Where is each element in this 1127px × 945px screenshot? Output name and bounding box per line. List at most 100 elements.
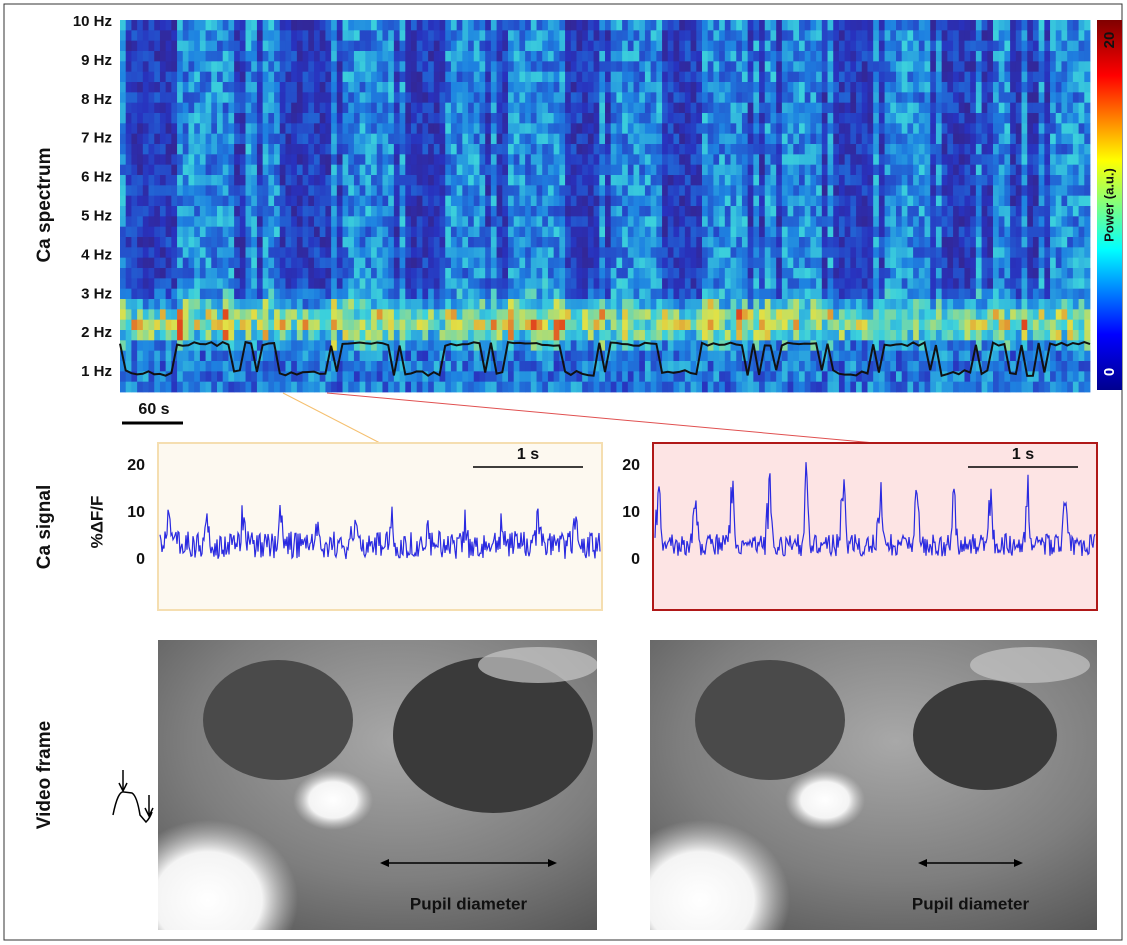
spectrogram-cell	[251, 61, 257, 72]
spectrogram-cell	[799, 41, 805, 52]
spectrogram-cell	[873, 371, 879, 382]
spectrogram-cell	[902, 72, 908, 83]
spectrogram-cell	[531, 72, 537, 83]
spectrogram-cell	[685, 278, 691, 289]
spectrogram-cell	[816, 92, 822, 103]
spectrogram-cell	[594, 196, 600, 207]
spectrogram-cell	[548, 61, 554, 72]
spectrogram-cell	[491, 299, 497, 310]
spectrogram-cell	[188, 351, 194, 362]
spectrogram-cell	[639, 237, 645, 248]
spectrogram-cell	[565, 51, 571, 62]
spectrogram-cell	[166, 258, 172, 269]
spectrogram-cell	[268, 30, 274, 41]
spectrogram-cell	[639, 134, 645, 145]
spectrogram-cell	[531, 351, 537, 362]
spectrogram-cell	[828, 92, 834, 103]
spectrogram-cell	[291, 330, 297, 341]
spectrogram-cell	[166, 289, 172, 300]
spectrogram-cell	[348, 320, 354, 331]
spectrogram-cell	[639, 82, 645, 93]
spectrogram-cell	[405, 92, 411, 103]
spectrogram-cell	[867, 330, 873, 341]
spectrogram-cell	[873, 289, 879, 300]
spectrogram-cell	[228, 299, 234, 310]
spectrogram-cell	[137, 330, 143, 341]
spectrogram-cell	[599, 154, 605, 165]
spectrogram-cell	[788, 165, 794, 176]
spectrogram-cell	[576, 247, 582, 258]
spectrogram-cell	[474, 309, 480, 320]
spectrogram-cell	[759, 20, 765, 31]
spectrogram-cell	[907, 278, 913, 289]
spectrogram-cell	[651, 30, 657, 41]
spectrogram-cell	[799, 382, 805, 393]
spectrogram-cell	[862, 134, 868, 145]
spectrogram-cell	[263, 41, 269, 52]
spectrogram-cell	[599, 216, 605, 227]
spectrogram-cell	[194, 196, 200, 207]
spectrogram-cell	[479, 185, 485, 196]
spectrogram-cell	[548, 278, 554, 289]
spectrogram-cell	[400, 320, 406, 331]
spectrogram-cell	[154, 30, 160, 41]
spectrogram-cell	[417, 351, 423, 362]
spectrogram-cell	[343, 237, 349, 248]
spectrogram-cell	[394, 82, 400, 93]
spectrogram-cell	[645, 30, 651, 41]
spectrogram-cell	[445, 361, 451, 372]
spectrogram-cell	[668, 216, 674, 227]
spectrogram-cell	[839, 103, 845, 114]
spectrogram-cell	[183, 103, 189, 114]
spectrogram-cell	[662, 258, 668, 269]
spectrogram-cell	[770, 289, 776, 300]
spectrogram-cell	[668, 185, 674, 196]
spectrogram-cell	[440, 227, 446, 238]
spectrogram-cell	[343, 289, 349, 300]
spectrogram-cell	[354, 123, 360, 134]
spectrogram-cell	[514, 185, 520, 196]
spectrogram-cell	[839, 309, 845, 320]
spectrogram-cell	[457, 227, 463, 238]
spectrogram-cell	[285, 351, 291, 362]
spectrogram-cell	[171, 227, 177, 238]
spectrogram-cell	[873, 185, 879, 196]
spectrogram-cell	[154, 196, 160, 207]
spectrogram-cell	[890, 51, 896, 62]
spectrogram-cell	[542, 144, 548, 155]
spectrogram-cell	[240, 206, 246, 217]
spectrogram-cell	[280, 299, 286, 310]
spectrogram-cell	[422, 309, 428, 320]
spectrogram-cell	[331, 175, 337, 186]
spectrogram-cell	[685, 351, 691, 362]
spectrogram-cell	[833, 113, 839, 124]
spectrogram-cell	[508, 371, 514, 382]
spectrogram-cell	[885, 330, 891, 341]
spectrogram-cell	[896, 134, 902, 145]
spectrogram-cell	[308, 278, 314, 289]
spectrogram-cell	[314, 206, 320, 217]
spectrogram-cell	[810, 103, 816, 114]
spectrogram-cell	[862, 351, 868, 362]
spectrogram-cell	[651, 382, 657, 393]
spectrogram-cell	[519, 268, 525, 279]
spectrogram-cell	[634, 123, 640, 134]
spectrogram-cell	[337, 113, 343, 124]
spectrogram-cell	[850, 216, 856, 227]
spectrogram-cell	[171, 216, 177, 227]
spectrogram-cell	[799, 134, 805, 145]
spectrogram-cell	[799, 330, 805, 341]
spectrogram-cell	[137, 278, 143, 289]
spectrogram-cell	[656, 185, 662, 196]
spectrogram-cell	[765, 154, 771, 165]
spectrogram-cell	[582, 92, 588, 103]
spectrogram-cell	[519, 144, 525, 155]
spectrogram-cell	[382, 103, 388, 114]
spectrogram-cell	[280, 30, 286, 41]
spectrogram-cell	[154, 247, 160, 258]
spectrogram-cell	[514, 320, 520, 331]
spectrogram-cell	[896, 206, 902, 217]
spectrogram-cell	[873, 382, 879, 393]
spectrogram-cell	[753, 82, 759, 93]
spectrogram-cell	[588, 20, 594, 31]
